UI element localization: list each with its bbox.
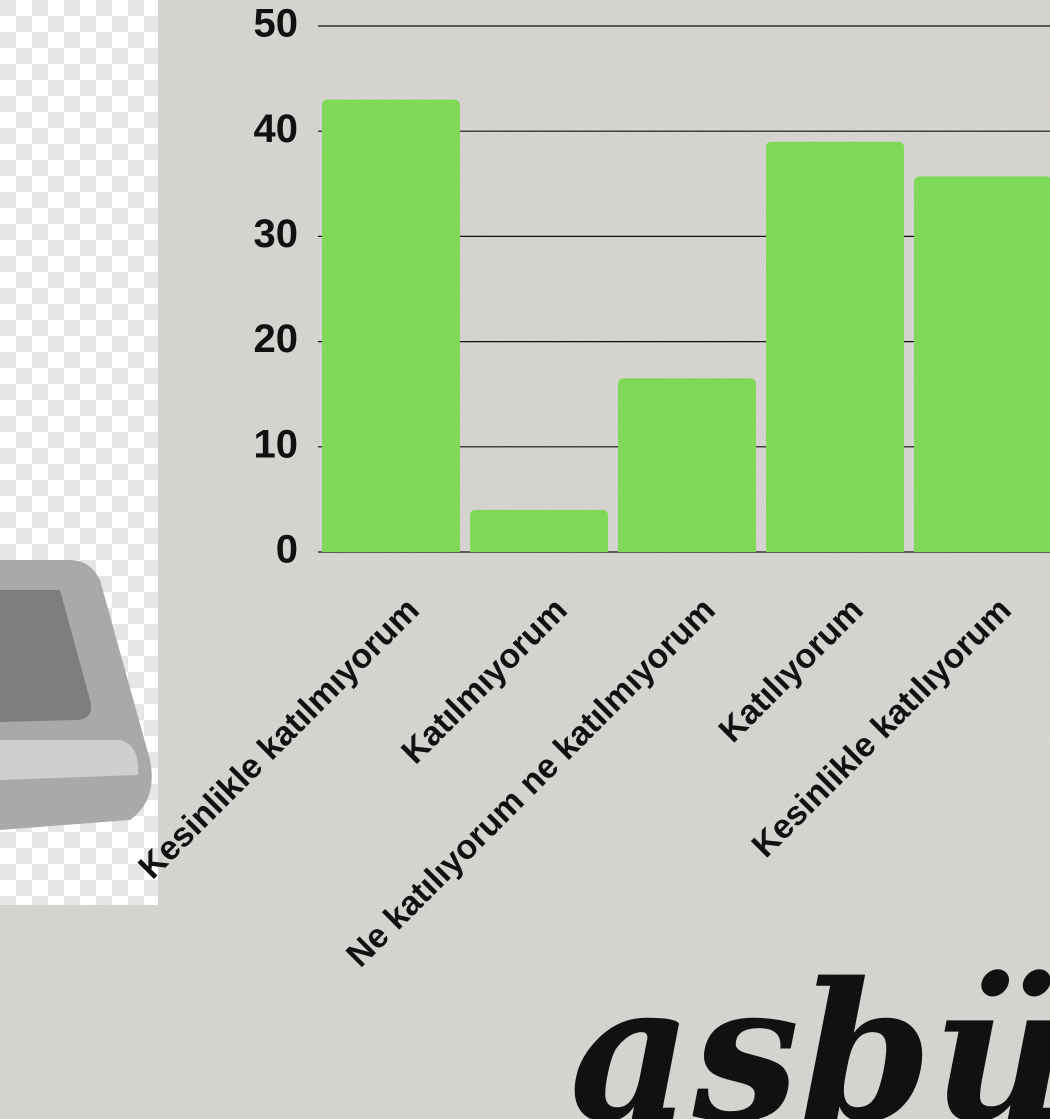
bar (322, 99, 460, 552)
y-tick-label: 50 (254, 2, 299, 46)
bars (322, 99, 1050, 552)
y-tick-label: 0 (276, 528, 298, 572)
y-tick-label: 10 (254, 422, 299, 466)
bar (470, 509, 608, 552)
bar (618, 378, 756, 552)
brand-logo: asbü (569, 941, 1050, 1119)
side-image (0, 0, 158, 905)
bar (766, 141, 904, 552)
y-tick-label: 30 (254, 212, 299, 256)
y-tick-label: 20 (254, 317, 299, 361)
y-tick-label: 40 (254, 107, 299, 151)
bar (914, 176, 1050, 552)
